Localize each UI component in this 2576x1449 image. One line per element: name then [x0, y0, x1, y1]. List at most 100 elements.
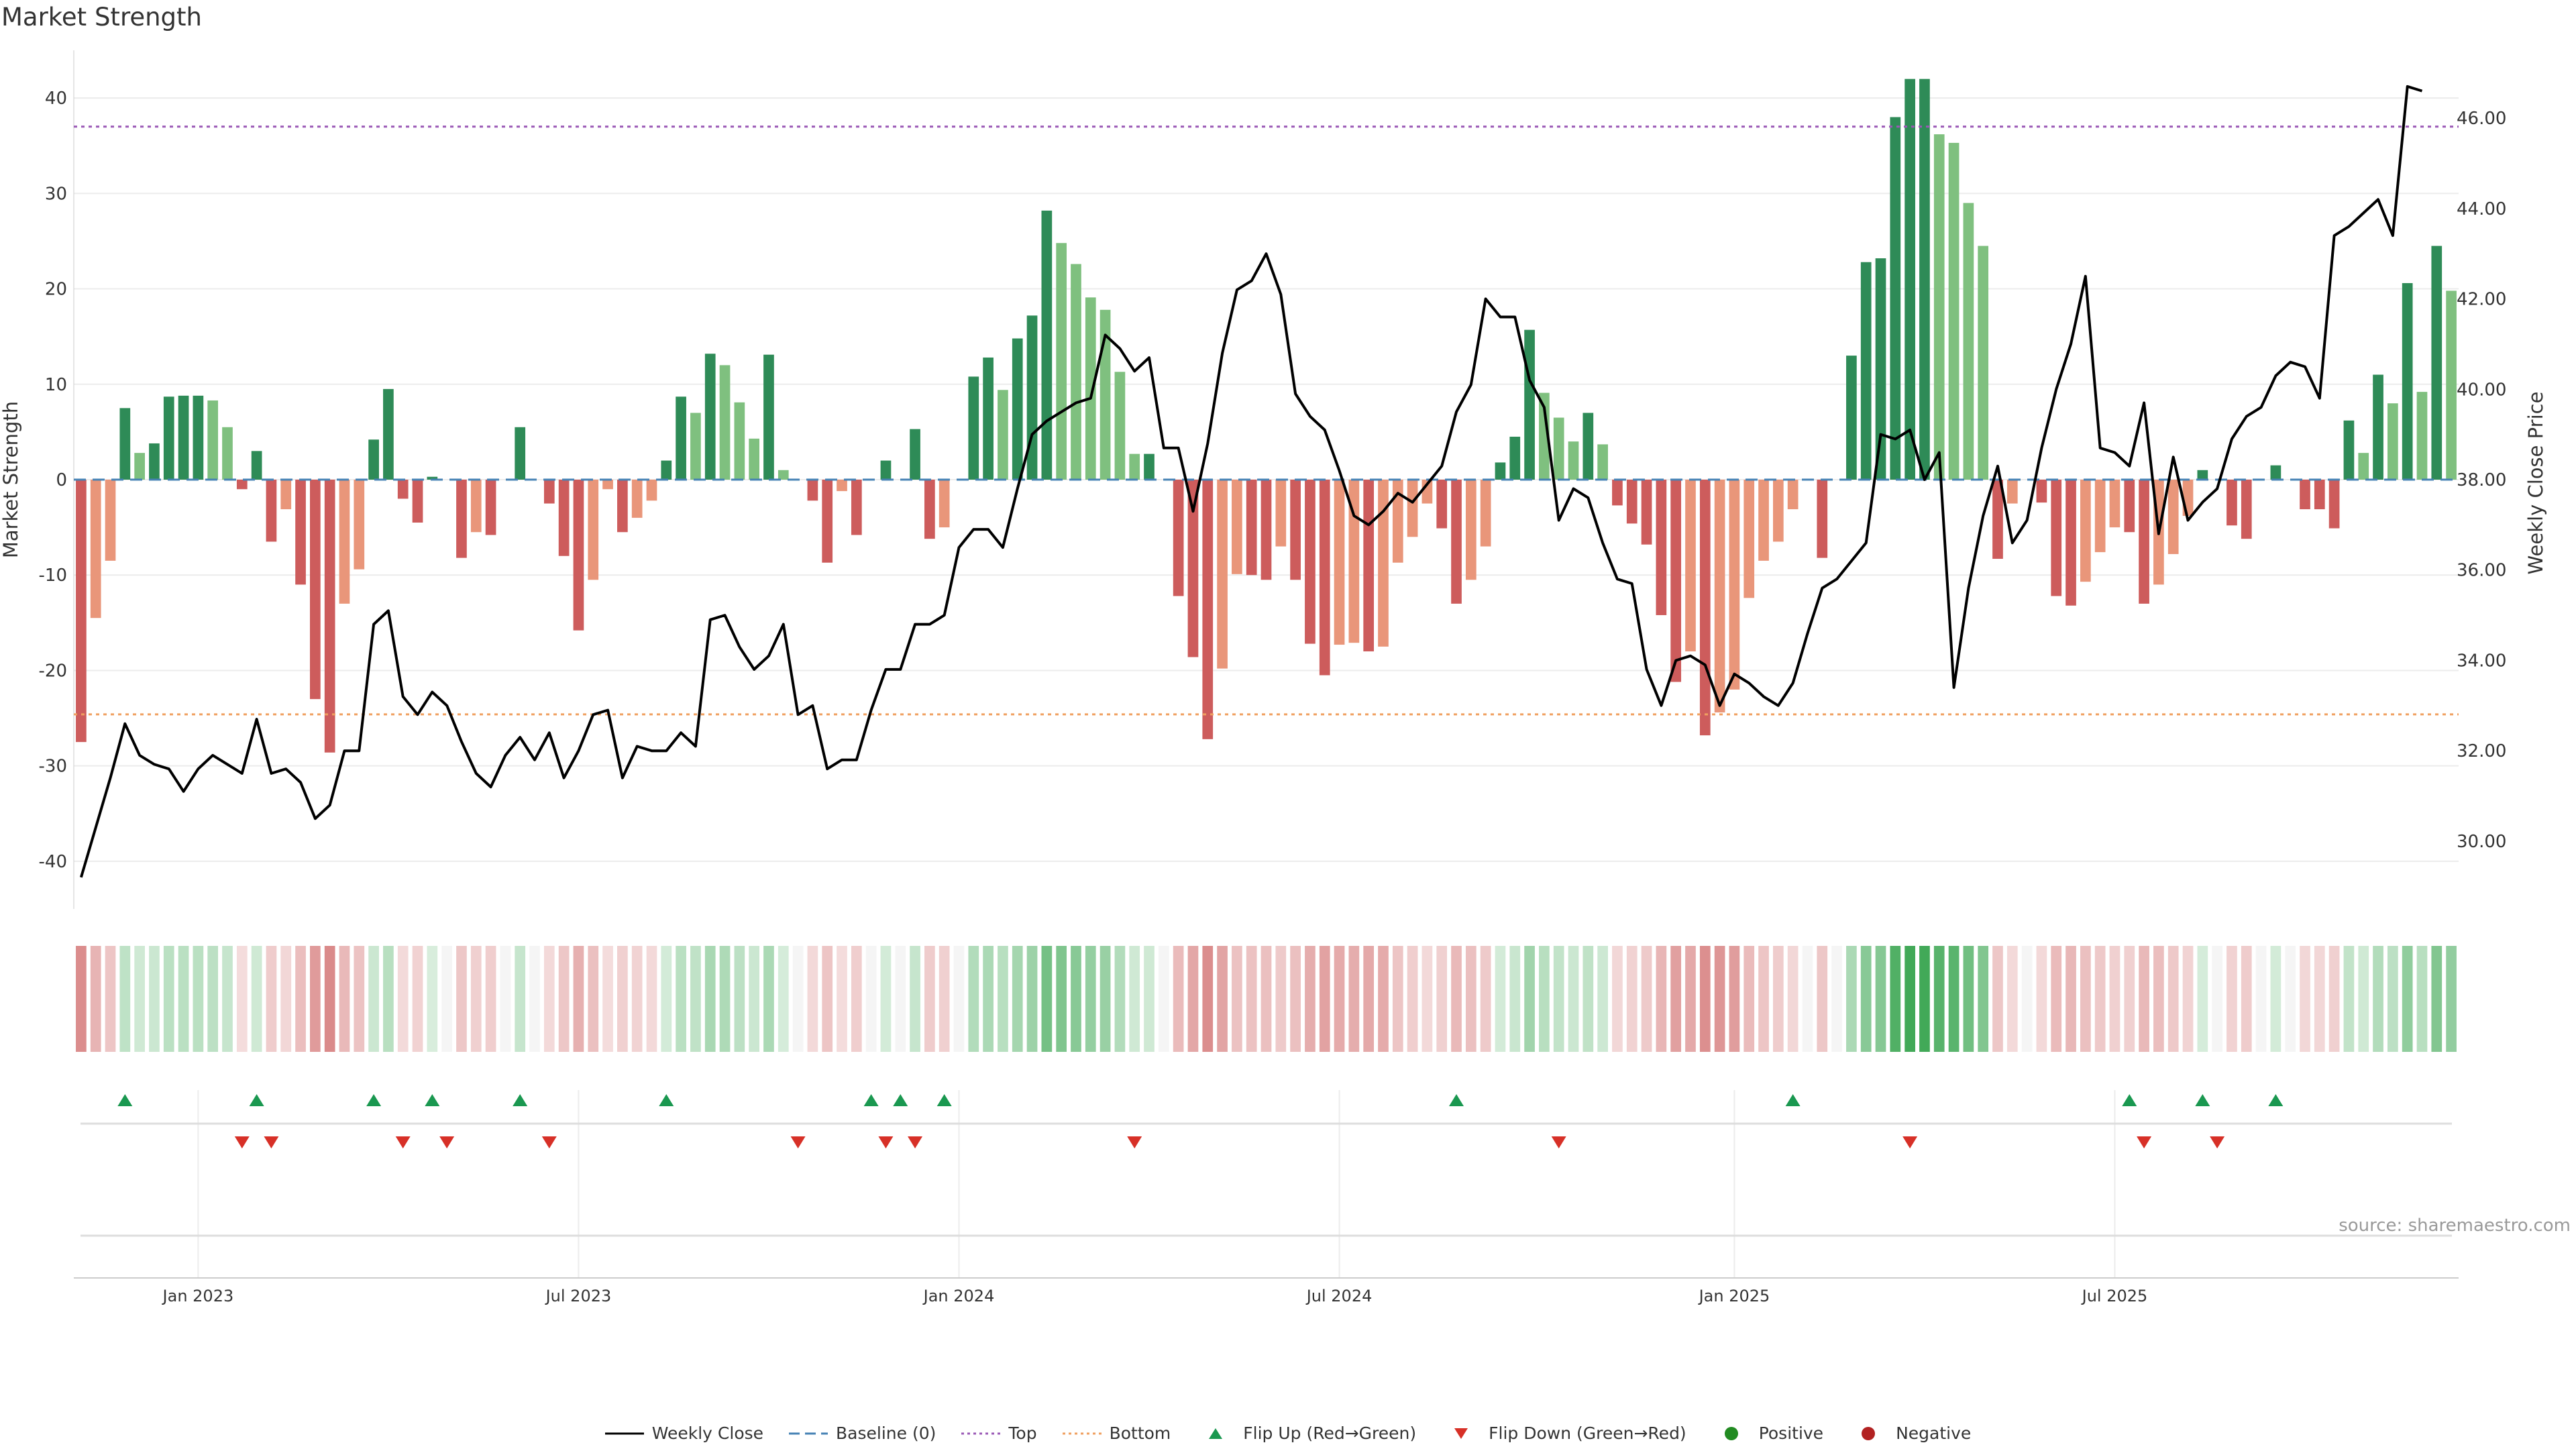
heat-cell — [1232, 946, 1242, 1052]
strength-bar — [2065, 480, 2076, 606]
heat-cell — [1202, 946, 1214, 1052]
strength-bar — [280, 480, 292, 510]
heat-cell — [1173, 946, 1184, 1052]
strength-bar — [2446, 290, 2457, 480]
legend-label: Flip Down (Green→Red) — [1489, 1424, 1686, 1443]
y-right-tick-label: 36.00 — [2457, 561, 2506, 581]
y-tick-label: 40 — [45, 89, 67, 109]
strength-bar — [193, 395, 204, 480]
heat-cell — [2065, 946, 2076, 1052]
strength-bar — [324, 480, 335, 753]
heat-cell — [953, 946, 965, 1052]
heat-cell — [2416, 946, 2428, 1052]
strength-bar — [646, 480, 657, 501]
strength-bar — [1963, 203, 1974, 480]
y-tick-label: -30 — [39, 757, 67, 777]
strength-bar — [983, 357, 994, 480]
heat-cell — [1319, 946, 1330, 1052]
flip-up-marker — [1449, 1094, 1464, 1106]
strength-bar — [1714, 480, 1725, 713]
strength-bar — [573, 480, 584, 631]
weekly-close-line — [79, 85, 2423, 878]
heat-cell — [2021, 946, 2033, 1052]
heat-cell — [1539, 946, 1550, 1052]
heat-cell — [2285, 946, 2296, 1052]
strength-bar — [1114, 372, 1126, 480]
strength-bar — [807, 480, 818, 501]
heat-cell — [1436, 946, 1448, 1052]
y-right-tick-label: 32.00 — [2457, 741, 2506, 761]
strength-bar — [1202, 480, 1214, 739]
strength-bars — [76, 78, 2457, 753]
legend-label: Positive — [1758, 1424, 1824, 1443]
heat-cell — [558, 946, 570, 1052]
strength-bar — [1173, 480, 1184, 596]
heat-cell — [777, 946, 789, 1052]
heat-cell — [1378, 946, 1389, 1052]
heat-cell — [1802, 946, 1813, 1052]
strength-bar — [251, 451, 262, 480]
strength-bar — [2373, 374, 2383, 480]
heat-cell — [2373, 946, 2383, 1052]
strength-bar — [602, 480, 613, 490]
heat-cell — [573, 946, 584, 1052]
strength-bar — [938, 480, 950, 528]
heat-cell — [910, 946, 920, 1052]
heat-cell — [1626, 946, 1638, 1052]
x-tick-label: Jul 2024 — [1305, 1287, 1373, 1305]
flip-down-marker — [1127, 1136, 1142, 1148]
legend-item: Negative — [1849, 1424, 1971, 1443]
strength-bar — [2167, 480, 2179, 554]
strength-bar — [1407, 480, 1418, 537]
heat-cell — [1056, 946, 1067, 1052]
flip-up-marker — [936, 1094, 952, 1106]
strength-bar — [1026, 315, 1038, 480]
legend-label: Weekly Close — [651, 1424, 764, 1443]
heat-cell — [617, 946, 628, 1052]
strength-bar — [1772, 480, 1784, 542]
heat-cell — [1729, 946, 1740, 1052]
heat-cell — [690, 946, 701, 1052]
strength-bar — [2139, 480, 2149, 604]
heat-cell — [792, 946, 804, 1052]
heat-cell — [1026, 946, 1038, 1052]
heat-cell — [1407, 946, 1418, 1052]
heat-cell — [2153, 946, 2164, 1052]
chart-legend: Weekly Close Baseline (0) Top Bottom Flip Up… — [0, 1424, 2576, 1443]
legend-item: Flip Up (Red→Green) — [1196, 1424, 1416, 1443]
heat-cell — [529, 946, 540, 1052]
legend-swatch — [789, 1432, 828, 1434]
heat-cell — [2197, 946, 2208, 1052]
flip-down-marker — [439, 1136, 455, 1148]
y-right-axis-label: Weekly Close Price — [2524, 392, 2547, 575]
heat-cell — [515, 946, 526, 1052]
strength-bar — [397, 480, 409, 499]
heat-cell — [661, 946, 672, 1052]
strength-bar — [119, 408, 131, 480]
strength-bar — [1656, 480, 1667, 615]
strength-bar — [105, 480, 116, 561]
legend-swatch — [604, 1432, 644, 1434]
heat-cell — [1187, 946, 1199, 1052]
flip-down-marker — [1902, 1136, 1918, 1148]
heat-cell — [1305, 946, 1316, 1052]
strength-bar — [1919, 78, 1930, 480]
x-tick-label: Jan 2024 — [922, 1287, 995, 1305]
strength-bar — [1465, 480, 1477, 580]
y-axis-label: Market Strength — [0, 401, 22, 558]
y-tick-label: -20 — [39, 661, 67, 681]
strength-bar — [354, 480, 365, 570]
strength-bar — [2226, 480, 2237, 526]
heat-cell — [2358, 946, 2369, 1052]
strength-bar — [1539, 392, 1550, 480]
legend-item: Positive — [1712, 1424, 1823, 1443]
heat-cell — [1524, 946, 1535, 1052]
strength-bar — [2358, 453, 2369, 480]
heat-cell — [837, 946, 847, 1052]
heat-cell — [1553, 946, 1564, 1052]
heat-cell — [1787, 946, 1799, 1052]
strength-bar — [1260, 480, 1272, 580]
y-tick-label: -10 — [39, 566, 67, 586]
heat-cell — [222, 946, 233, 1052]
strength-bar — [2416, 392, 2428, 480]
